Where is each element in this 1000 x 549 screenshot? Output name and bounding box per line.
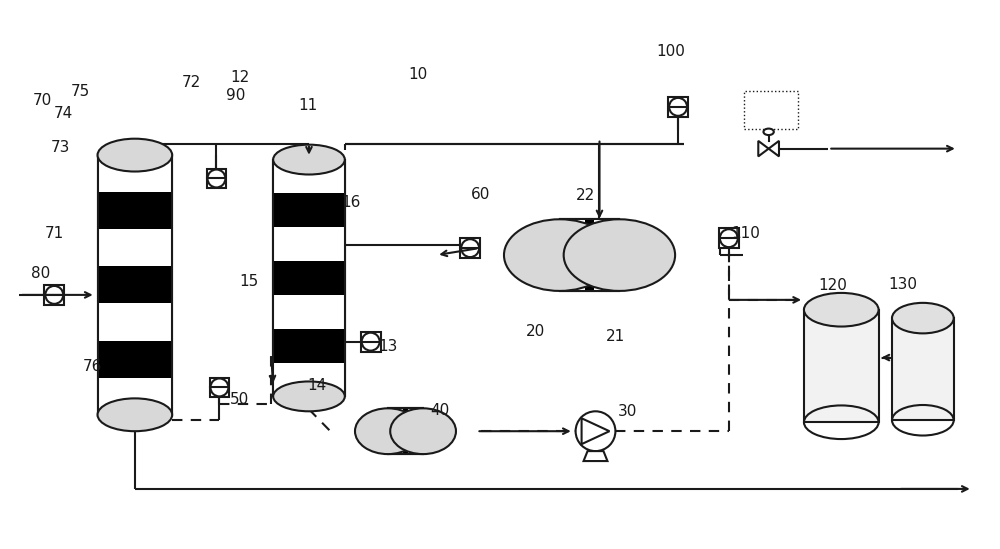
Ellipse shape [273, 382, 345, 411]
Circle shape [576, 411, 615, 451]
Bar [44, 285, 64, 305]
Bar [273, 160, 345, 396]
Text: 12: 12 [231, 70, 250, 85]
Text: 20: 20 [526, 324, 545, 339]
Bar [273, 261, 345, 295]
Text: 10: 10 [409, 66, 428, 81]
Text: 11: 11 [298, 98, 318, 113]
Text: 75: 75 [71, 85, 90, 99]
Circle shape [461, 239, 479, 257]
Text: 130: 130 [888, 277, 917, 293]
Circle shape [669, 98, 687, 116]
Circle shape [210, 378, 228, 396]
Ellipse shape [804, 293, 879, 327]
Bar [892, 318, 954, 420]
Text: 70: 70 [33, 93, 52, 108]
Bar [560, 219, 568, 291]
Text: 90: 90 [226, 88, 245, 103]
Bar [388, 408, 423, 454]
Bar [273, 295, 345, 329]
Bar [744, 91, 798, 129]
Text: 21: 21 [606, 329, 625, 344]
Bar [273, 329, 345, 362]
Ellipse shape [98, 139, 172, 171]
Bar [804, 310, 879, 422]
Text: 110: 110 [731, 226, 760, 240]
Bar [460, 238, 480, 258]
Ellipse shape [355, 408, 421, 454]
Bar [98, 378, 172, 415]
Text: 100: 100 [657, 43, 686, 59]
Bar [210, 378, 229, 397]
Ellipse shape [390, 408, 456, 454]
Ellipse shape [763, 128, 774, 135]
Text: 40: 40 [431, 403, 450, 418]
Text: 14: 14 [307, 378, 327, 393]
Text: 30: 30 [618, 404, 637, 419]
Polygon shape [584, 451, 607, 461]
Bar [398, 408, 403, 454]
Bar [403, 408, 408, 454]
Bar [560, 219, 619, 291]
Text: 13: 13 [378, 339, 397, 354]
Text: 74: 74 [54, 107, 73, 121]
Bar [98, 155, 172, 415]
Bar [273, 362, 345, 396]
Text: 71: 71 [45, 226, 64, 240]
Bar [560, 219, 619, 291]
Bar [98, 340, 172, 378]
Ellipse shape [564, 219, 675, 291]
Bar [568, 219, 577, 291]
Bar [98, 304, 172, 340]
Text: 16: 16 [341, 195, 360, 210]
Text: 60: 60 [470, 187, 490, 202]
Bar [719, 228, 739, 248]
Bar [207, 169, 226, 188]
Text: 80: 80 [31, 266, 50, 281]
Bar [273, 227, 345, 261]
Bar [418, 408, 423, 454]
Ellipse shape [98, 399, 172, 431]
Ellipse shape [504, 219, 615, 291]
Bar [98, 155, 172, 415]
Bar [361, 332, 381, 351]
Text: 120: 120 [818, 278, 847, 294]
Bar [585, 219, 594, 291]
Ellipse shape [273, 144, 345, 175]
Bar [388, 408, 393, 454]
Circle shape [362, 333, 380, 351]
Bar [388, 408, 423, 454]
Circle shape [45, 286, 63, 304]
Bar [413, 408, 418, 454]
Bar [393, 408, 398, 454]
Bar [577, 219, 585, 291]
Bar [408, 408, 413, 454]
Bar [98, 229, 172, 266]
Polygon shape [769, 141, 779, 156]
Text: 50: 50 [230, 392, 249, 407]
Text: 72: 72 [182, 75, 201, 91]
Bar [594, 219, 602, 291]
Circle shape [207, 170, 225, 187]
Bar [273, 193, 345, 227]
Circle shape [720, 229, 738, 247]
Bar [98, 155, 172, 192]
Text: 15: 15 [240, 274, 259, 289]
Ellipse shape [892, 303, 954, 333]
Bar [602, 219, 611, 291]
Text: 73: 73 [51, 140, 70, 155]
Bar [611, 219, 619, 291]
Bar [273, 160, 345, 193]
Polygon shape [582, 418, 609, 444]
Polygon shape [758, 141, 769, 156]
Bar [98, 266, 172, 304]
Text: 22: 22 [576, 188, 595, 203]
Text: 76: 76 [82, 359, 102, 374]
Bar [98, 192, 172, 229]
Bar [273, 160, 345, 396]
Bar [668, 97, 688, 117]
